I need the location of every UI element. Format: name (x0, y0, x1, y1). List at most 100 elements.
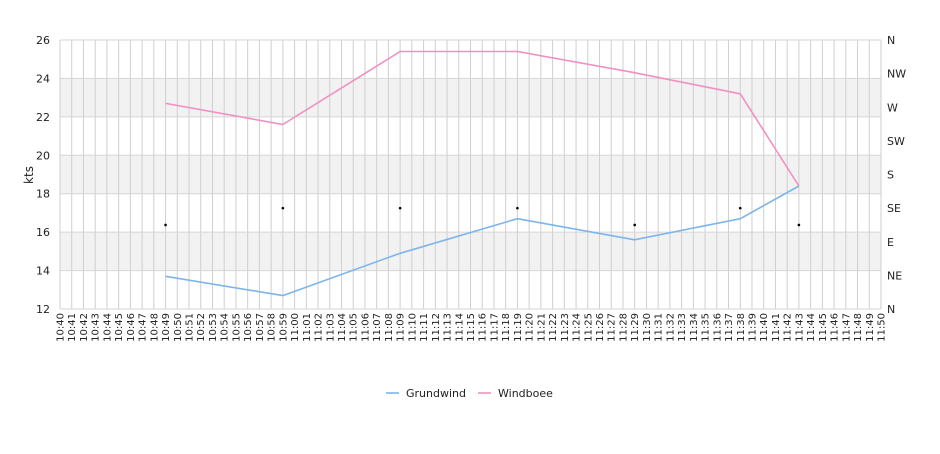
x-tick-label: 11:44 (806, 313, 817, 342)
direction-tick-label: N (887, 303, 895, 316)
x-tick-label: 10:43 (91, 313, 102, 342)
x-tick-label: 11:18 (501, 313, 512, 342)
x-tick-label: 11:29 (630, 313, 641, 342)
x-tick-label: 11:34 (689, 313, 700, 342)
x-tick-label: 11:09 (396, 313, 407, 342)
direction-tick-label: N (887, 34, 895, 47)
vertical-gridlines (59, 40, 882, 309)
x-tick-label: 11:45 (818, 313, 829, 342)
x-tick-label: 11:41 (771, 313, 782, 342)
x-tick-label: 11:23 (560, 313, 571, 342)
x-tick-label: 11:14 (454, 313, 465, 342)
x-tick-label: 11:30 (642, 313, 653, 342)
x-tick-label: 11:35 (701, 313, 712, 342)
y-tick-label: 18 (36, 188, 50, 201)
x-tick-label: 11:05 (349, 313, 360, 342)
y-tick-label: 26 (36, 34, 50, 47)
series-line-grundwind (165, 185, 800, 297)
x-tick-label: 10:47 (138, 313, 149, 342)
x-tick-label: 11:17 (489, 313, 500, 342)
x-tick-label: 11:08 (384, 313, 395, 342)
x-tick-label: 11:10 (407, 313, 418, 342)
direction-tick-label: NE (887, 269, 902, 282)
x-tick-label: 11:37 (724, 313, 735, 342)
x-tick-label: 11:06 (360, 313, 371, 342)
direction-marker (164, 223, 167, 227)
x-tick-label: 11:11 (419, 313, 430, 342)
x-tick-label: 10:48 (149, 313, 160, 342)
direction-marker (633, 223, 636, 227)
x-tick-label: 11:01 (302, 313, 313, 342)
x-tick-label: 10:50 (173, 313, 184, 342)
y-tick-label: 22 (36, 111, 50, 124)
x-tick-label: 10:59 (278, 313, 289, 342)
direction-axis-ticks: N NE E SE S SW W NW N (887, 34, 906, 316)
x-tick-label: 11:04 (337, 313, 348, 342)
x-tick-label: 11:21 (536, 313, 547, 342)
legend: Grundwind Windboee (386, 387, 553, 400)
x-tick-label: 11:39 (747, 313, 758, 342)
direction-marker (738, 206, 742, 210)
horizontal-gridlines (60, 39, 881, 310)
x-tick-label: 11:47 (841, 313, 852, 342)
x-tick-label: 11:25 (583, 313, 594, 342)
x-tick-label: 11:00 (290, 313, 301, 342)
x-tick-label: 11:40 (759, 313, 770, 342)
direction-marker (797, 223, 801, 227)
x-tick-label: 11:42 (783, 313, 794, 342)
x-tick-label: 10:57 (255, 313, 266, 342)
y-tick-label: 20 (36, 149, 50, 162)
x-tick-label: 11:13 (443, 313, 454, 342)
x-tick-label: 11:33 (677, 313, 688, 342)
series-line-windboee (165, 50, 800, 187)
direction-tick-label: E (887, 236, 894, 249)
y-tick-label: 24 (36, 72, 50, 85)
x-tick-label: 11:15 (466, 313, 477, 342)
x-tick-label: 10:51 (185, 313, 196, 342)
direction-tick-label: NW (887, 68, 906, 81)
x-tick-label: 10:55 (231, 313, 242, 342)
x-tick-label: 11:46 (830, 313, 841, 342)
x-tick-label: 11:32 (665, 313, 676, 342)
x-tick-label: 10:53 (208, 313, 219, 342)
x-tick-label: 10:44 (102, 313, 113, 342)
direction-tick-label: S (887, 169, 894, 182)
x-tick-label: 11:19 (513, 313, 524, 342)
x-tick-label: 11:36 (712, 313, 723, 342)
y-tick-label: 12 (36, 303, 50, 316)
direction-marker (281, 206, 285, 210)
x-tick-label: 11:16 (478, 313, 489, 342)
direction-marker (516, 206, 519, 210)
x-tick-label: 10:45 (114, 313, 125, 342)
legend-label-windboee: Windboee (498, 387, 553, 400)
x-tick-label: 10:58 (267, 313, 278, 342)
direction-markers (164, 206, 801, 227)
x-tick-label: 11:24 (572, 313, 583, 342)
x-tick-label: 10:56 (243, 313, 254, 342)
x-tick-label: 10:49 (161, 313, 172, 342)
x-tick-label: 11:31 (654, 313, 665, 342)
x-tick-label: 11:26 (595, 313, 606, 342)
x-tick-label: 11:02 (314, 313, 325, 342)
x-tick-label: 11:48 (853, 313, 864, 342)
x-tick-label: 11:27 (607, 313, 618, 342)
x-tick-label: 11:38 (736, 313, 747, 342)
y-tick-label: 16 (36, 226, 50, 239)
x-tick-label: 10:42 (79, 313, 90, 342)
x-tick-label: 10:54 (220, 313, 231, 342)
x-tick-label: 10:41 (67, 313, 78, 342)
x-tick-label: 10:40 (56, 313, 67, 342)
direction-tick-label: W (887, 101, 898, 114)
x-tick-label: 11:12 (431, 313, 442, 342)
direction-tick-label: SW (887, 135, 905, 148)
x-tick-label: 11:22 (548, 313, 559, 342)
legend-label-grundwind: Grundwind (406, 387, 466, 400)
x-axis-ticks: 10:40 10:41 10:42 10:43 10:44 10:45 10:46 10:47… (56, 313, 888, 342)
direction-marker (398, 206, 402, 210)
x-tick-label: 10:52 (196, 313, 207, 342)
y-tick-label: 14 (36, 265, 50, 278)
x-tick-label: 11:28 (618, 313, 629, 342)
y-axis-ticks: 12 14 16 18 20 22 24 26 (36, 34, 50, 316)
x-tick-label: 11:43 (794, 313, 805, 342)
